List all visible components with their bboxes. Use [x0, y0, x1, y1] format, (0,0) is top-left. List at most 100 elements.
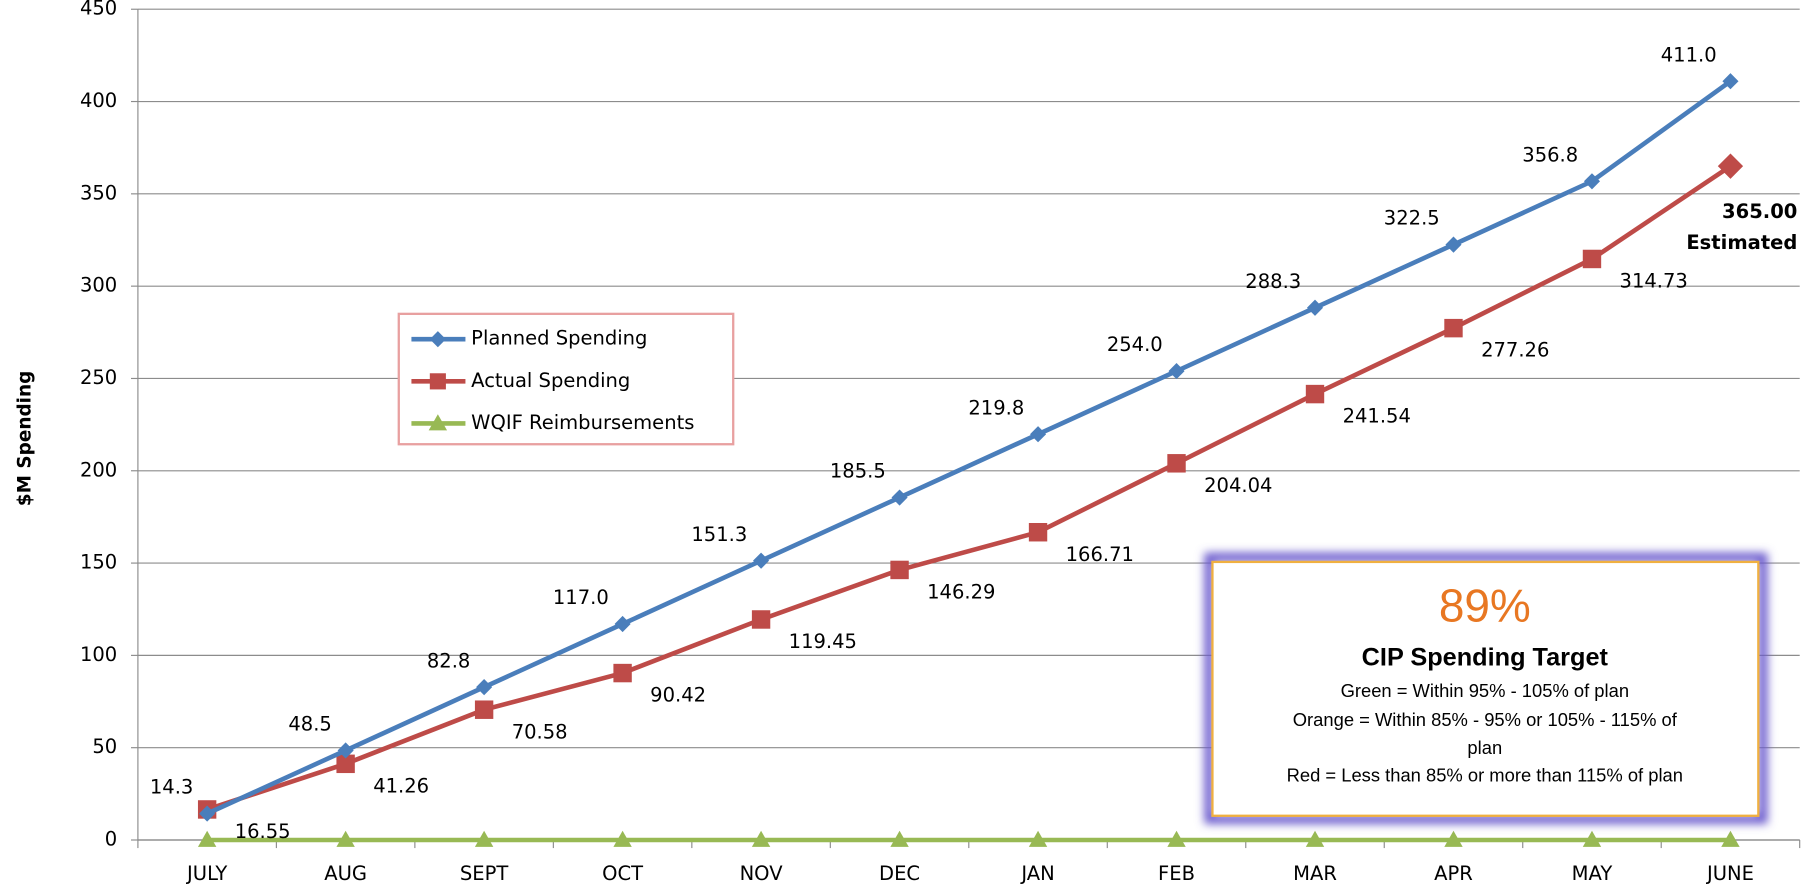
- target-line: Orange = Within 85% - 95% or 105% - 115%…: [1293, 709, 1678, 758]
- x-tick-label: AUG: [324, 862, 367, 885]
- target-glow: [1204, 552, 1768, 824]
- marker: [1444, 830, 1463, 847]
- data-label: 356.8: [1522, 143, 1578, 166]
- data-label: 70.58: [512, 720, 568, 743]
- marker: [476, 679, 493, 696]
- legend-label: Planned Spending: [471, 327, 647, 350]
- data-label: 151.3: [691, 523, 747, 546]
- legend-marker: [429, 373, 446, 390]
- data-label: 254.0: [1107, 333, 1163, 356]
- marker: [474, 830, 494, 847]
- data-label: 48.5: [288, 713, 331, 736]
- marker: [1168, 363, 1185, 380]
- y-tick-label: 0: [105, 827, 117, 850]
- y-tick-label: 300: [80, 274, 117, 297]
- marker: [613, 663, 632, 683]
- marker: [1167, 454, 1186, 473]
- legend-marker: [429, 331, 446, 348]
- data-label: 277.26: [1481, 339, 1549, 362]
- target-percent: 89%: [1439, 579, 1531, 631]
- y-tick-label: 150: [80, 551, 117, 574]
- y-axis-label: $M Spending: [14, 371, 35, 507]
- x-tick-label: FEB: [1158, 862, 1195, 885]
- series-line: [206, 79, 1732, 816]
- data-label: 314.73: [1620, 270, 1688, 293]
- y-tick-label: 250: [80, 366, 117, 389]
- marker: [1306, 299, 1324, 316]
- target-line: Red = Less than 85% or more than 115% of…: [1287, 764, 1683, 785]
- marker: [1717, 153, 1744, 179]
- data-label: 14.3: [150, 776, 193, 799]
- target-frame: [1211, 560, 1760, 817]
- marker: [891, 489, 908, 506]
- marker: [336, 830, 355, 847]
- marker: [1582, 249, 1602, 269]
- y-tick-label: 200: [80, 458, 117, 481]
- data-label: 82.8: [427, 649, 470, 672]
- target-line-part: plan: [1467, 737, 1502, 758]
- marker: [1583, 173, 1601, 190]
- series-line: [206, 164, 1732, 812]
- marker: [1305, 384, 1325, 404]
- marker: [1030, 426, 1047, 443]
- data-label: 16.55: [235, 820, 291, 843]
- x-tick-label: JAN: [1019, 862, 1054, 885]
- y-tick-label: 450: [80, 0, 117, 20]
- x-tick-label: JULY: [185, 862, 227, 885]
- data-label: 119.45: [789, 630, 857, 653]
- target-line-part: Orange = Within 85% - 95% or 105% - 115%…: [1293, 709, 1678, 730]
- data-label: 288.3: [1245, 270, 1301, 293]
- marker: [1721, 830, 1740, 847]
- legend-marker: [428, 414, 448, 431]
- data-label: 411.0: [1661, 43, 1717, 66]
- marker: [336, 754, 355, 774]
- marker: [1028, 830, 1048, 847]
- marker: [1582, 830, 1602, 847]
- y-tick-label: 350: [80, 181, 117, 204]
- y-tick-label: 100: [80, 643, 117, 666]
- data-label: 117.0: [553, 586, 609, 609]
- data-label: 241.54: [1343, 405, 1411, 428]
- marker: [751, 610, 771, 629]
- x-tick-label: DEC: [879, 862, 920, 885]
- x-tick-label: APR: [1434, 862, 1473, 885]
- marker: [614, 615, 631, 633]
- target-box: 89% CIP Spending Target Green = Within 95%…: [1204, 552, 1768, 824]
- data-label: 322.5: [1384, 207, 1440, 230]
- data-label: 204.04: [1204, 474, 1272, 497]
- data-label: 185.5: [830, 460, 886, 483]
- legend-label: WQIF Reimbursements: [471, 411, 694, 434]
- x-tick-label: MAY: [1572, 862, 1613, 885]
- marker: [1167, 830, 1186, 847]
- data-label: 219.8: [968, 396, 1024, 419]
- marker: [1722, 73, 1739, 90]
- marker: [474, 700, 494, 719]
- marker: [890, 560, 909, 580]
- estimate-note: Estimated: [1686, 231, 1797, 254]
- target-title: CIP Spending Target: [1362, 644, 1609, 672]
- x-tick-label: OCT: [602, 862, 643, 885]
- data-label: 166.71: [1066, 543, 1134, 566]
- legend: Planned Spending Actual Spending WQIF Reim…: [397, 312, 735, 446]
- marker: [1444, 318, 1463, 338]
- marker: [613, 830, 632, 847]
- marker: [199, 805, 216, 822]
- data-label: 146.29: [927, 580, 995, 603]
- target-line: Green = Within 95% - 105% of plan: [1341, 680, 1629, 701]
- marker: [197, 830, 217, 847]
- data-label: 41.26: [373, 774, 429, 797]
- y-tick-label: 50: [92, 735, 117, 758]
- x-tick-label: SEPT: [460, 862, 508, 885]
- data-label: 365.00: [1722, 200, 1797, 223]
- x-tick-label: NOV: [740, 862, 784, 885]
- data-label: 90.42: [650, 684, 706, 707]
- marker: [890, 830, 909, 847]
- marker: [1305, 830, 1325, 847]
- x-tick-label: JUNE: [1705, 862, 1754, 885]
- legend-label: Actual Spending: [471, 369, 630, 392]
- marker: [753, 552, 770, 569]
- x-tick-label: MAR: [1293, 862, 1337, 885]
- marker: [1445, 236, 1462, 253]
